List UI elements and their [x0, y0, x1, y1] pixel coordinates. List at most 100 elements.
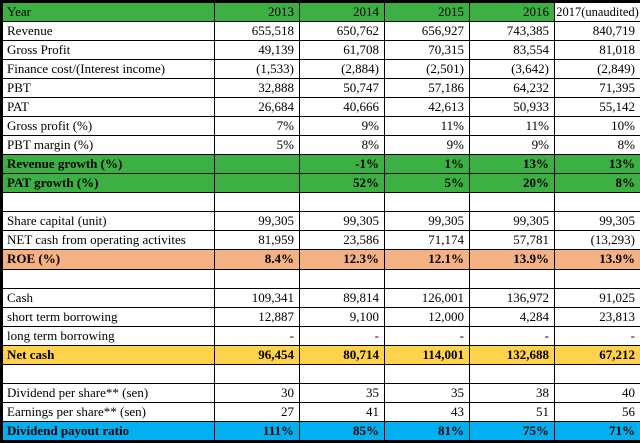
cell-value: 650,762 [299, 21, 385, 42]
cell-value: 13.9% [469, 249, 555, 270]
cell-value: 9% [299, 116, 385, 137]
spacer-row [1, 363, 640, 384]
cell-value: 11% [384, 116, 470, 137]
data-row: PAT growth (%) 52% 5% 20% 8% [1, 173, 640, 194]
cell-value: 13% [469, 154, 555, 175]
data-row: Net cash 96,454 80,714 114,001 132,688 67,212 [1, 344, 640, 365]
cell-value: 10% [554, 116, 640, 137]
cell-value [299, 192, 385, 213]
cell-value: - [554, 325, 640, 346]
cell-value: 7% [214, 116, 300, 137]
cell-value: 99,305 [469, 211, 555, 232]
cell-value: 743,385 [469, 21, 555, 42]
cell-value: 50,933 [469, 97, 555, 118]
cell-value: 114,001 [384, 344, 470, 365]
cell-value: 52% [299, 173, 385, 194]
cell-value: 49,139 [214, 40, 300, 61]
row-label: Revenue [1, 21, 215, 42]
data-row: Gross Profit 49,139 61,708 70,315 83,554 81,0… [1, 40, 640, 61]
year-header: 2017(unaudited) [554, 0, 640, 23]
cell-value: 23,586 [299, 230, 385, 251]
cell-value: 51 [469, 401, 555, 422]
cell-value: 35 [384, 382, 470, 403]
row-label [1, 192, 215, 213]
cell-value: 111% [214, 420, 300, 443]
cell-value [214, 173, 300, 194]
cell-value: 70,315 [384, 40, 470, 61]
cell-value: 132,688 [469, 344, 555, 365]
cell-value: 11% [469, 116, 555, 137]
cell-value: (13,293) [554, 230, 640, 251]
row-label: Gross Profit [1, 40, 215, 61]
cell-value: 81,959 [214, 230, 300, 251]
cell-value: 38 [469, 382, 555, 403]
cell-value [554, 363, 640, 384]
year-header: 2014 [299, 0, 385, 23]
cell-value: 656,927 [384, 21, 470, 42]
row-label: Share capital (unit) [1, 211, 215, 232]
cell-value: 55,142 [554, 97, 640, 118]
cell-value: 109,341 [214, 287, 300, 308]
cell-value: 75% [469, 420, 555, 443]
row-label: Gross profit (%) [1, 116, 215, 137]
cell-value [554, 192, 640, 213]
cell-value: 89,814 [299, 287, 385, 308]
cell-value: 57,781 [469, 230, 555, 251]
cell-value: 8% [299, 135, 385, 156]
cell-value [299, 363, 385, 384]
cell-value [469, 192, 555, 213]
row-label: PBT [1, 78, 215, 99]
cell-value: 12,000 [384, 306, 470, 327]
cell-value: 67,212 [554, 344, 640, 365]
cell-value: (2,849) [554, 59, 640, 80]
data-row: Revenue growth (%) -1% 1% 13% 13% [1, 154, 640, 175]
cell-value [214, 192, 300, 213]
cell-value: 61,708 [299, 40, 385, 61]
cell-value: 71,174 [384, 230, 470, 251]
cell-value: - [469, 325, 555, 346]
cell-value: 80,714 [299, 344, 385, 365]
year-header-row: Year 2013 2014 2015 2016 2017(unaudited) [1, 0, 640, 23]
cell-value: 83,554 [469, 40, 555, 61]
cell-value: 13% [554, 154, 640, 175]
cell-value: 41 [299, 401, 385, 422]
cell-value: 71,395 [554, 78, 640, 99]
row-label: Dividend payout ratio [1, 420, 215, 443]
cell-value: 99,305 [214, 211, 300, 232]
cell-value: 85% [299, 420, 385, 443]
cell-value [299, 268, 385, 289]
cell-value: 8% [554, 173, 640, 194]
spacer-row [1, 268, 640, 289]
cell-value: 8% [554, 135, 640, 156]
cell-value: 12.3% [299, 249, 385, 270]
data-row: Earnings per share** (sen) 27 41 43 51 56 [1, 401, 640, 422]
row-label: Finance cost/(Interest income) [1, 59, 215, 80]
header-label: Year [1, 0, 215, 23]
cell-value: 40 [554, 382, 640, 403]
cell-value: 71% [554, 420, 640, 443]
cell-value: 655,518 [214, 21, 300, 42]
cell-value: 9,100 [299, 306, 385, 327]
cell-value: - [214, 325, 300, 346]
cell-value: 136,972 [469, 287, 555, 308]
row-label: PBT margin (%) [1, 135, 215, 156]
cell-value: 81% [384, 420, 470, 443]
cell-value: 9% [384, 135, 470, 156]
cell-value: 57,186 [384, 78, 470, 99]
year-header: 2016 [469, 0, 555, 23]
cell-value [214, 154, 300, 175]
row-label [1, 268, 215, 289]
cell-value: 9% [469, 135, 555, 156]
cell-value: 8.4% [214, 249, 300, 270]
cell-value: (2,884) [299, 59, 385, 80]
year-header: 2015 [384, 0, 470, 23]
row-label: long term borrowing [1, 325, 215, 346]
cell-value: 12.1% [384, 249, 470, 270]
cell-value [554, 268, 640, 289]
cell-value: 30 [214, 382, 300, 403]
cell-value: - [299, 325, 385, 346]
cell-value: 32,888 [214, 78, 300, 99]
